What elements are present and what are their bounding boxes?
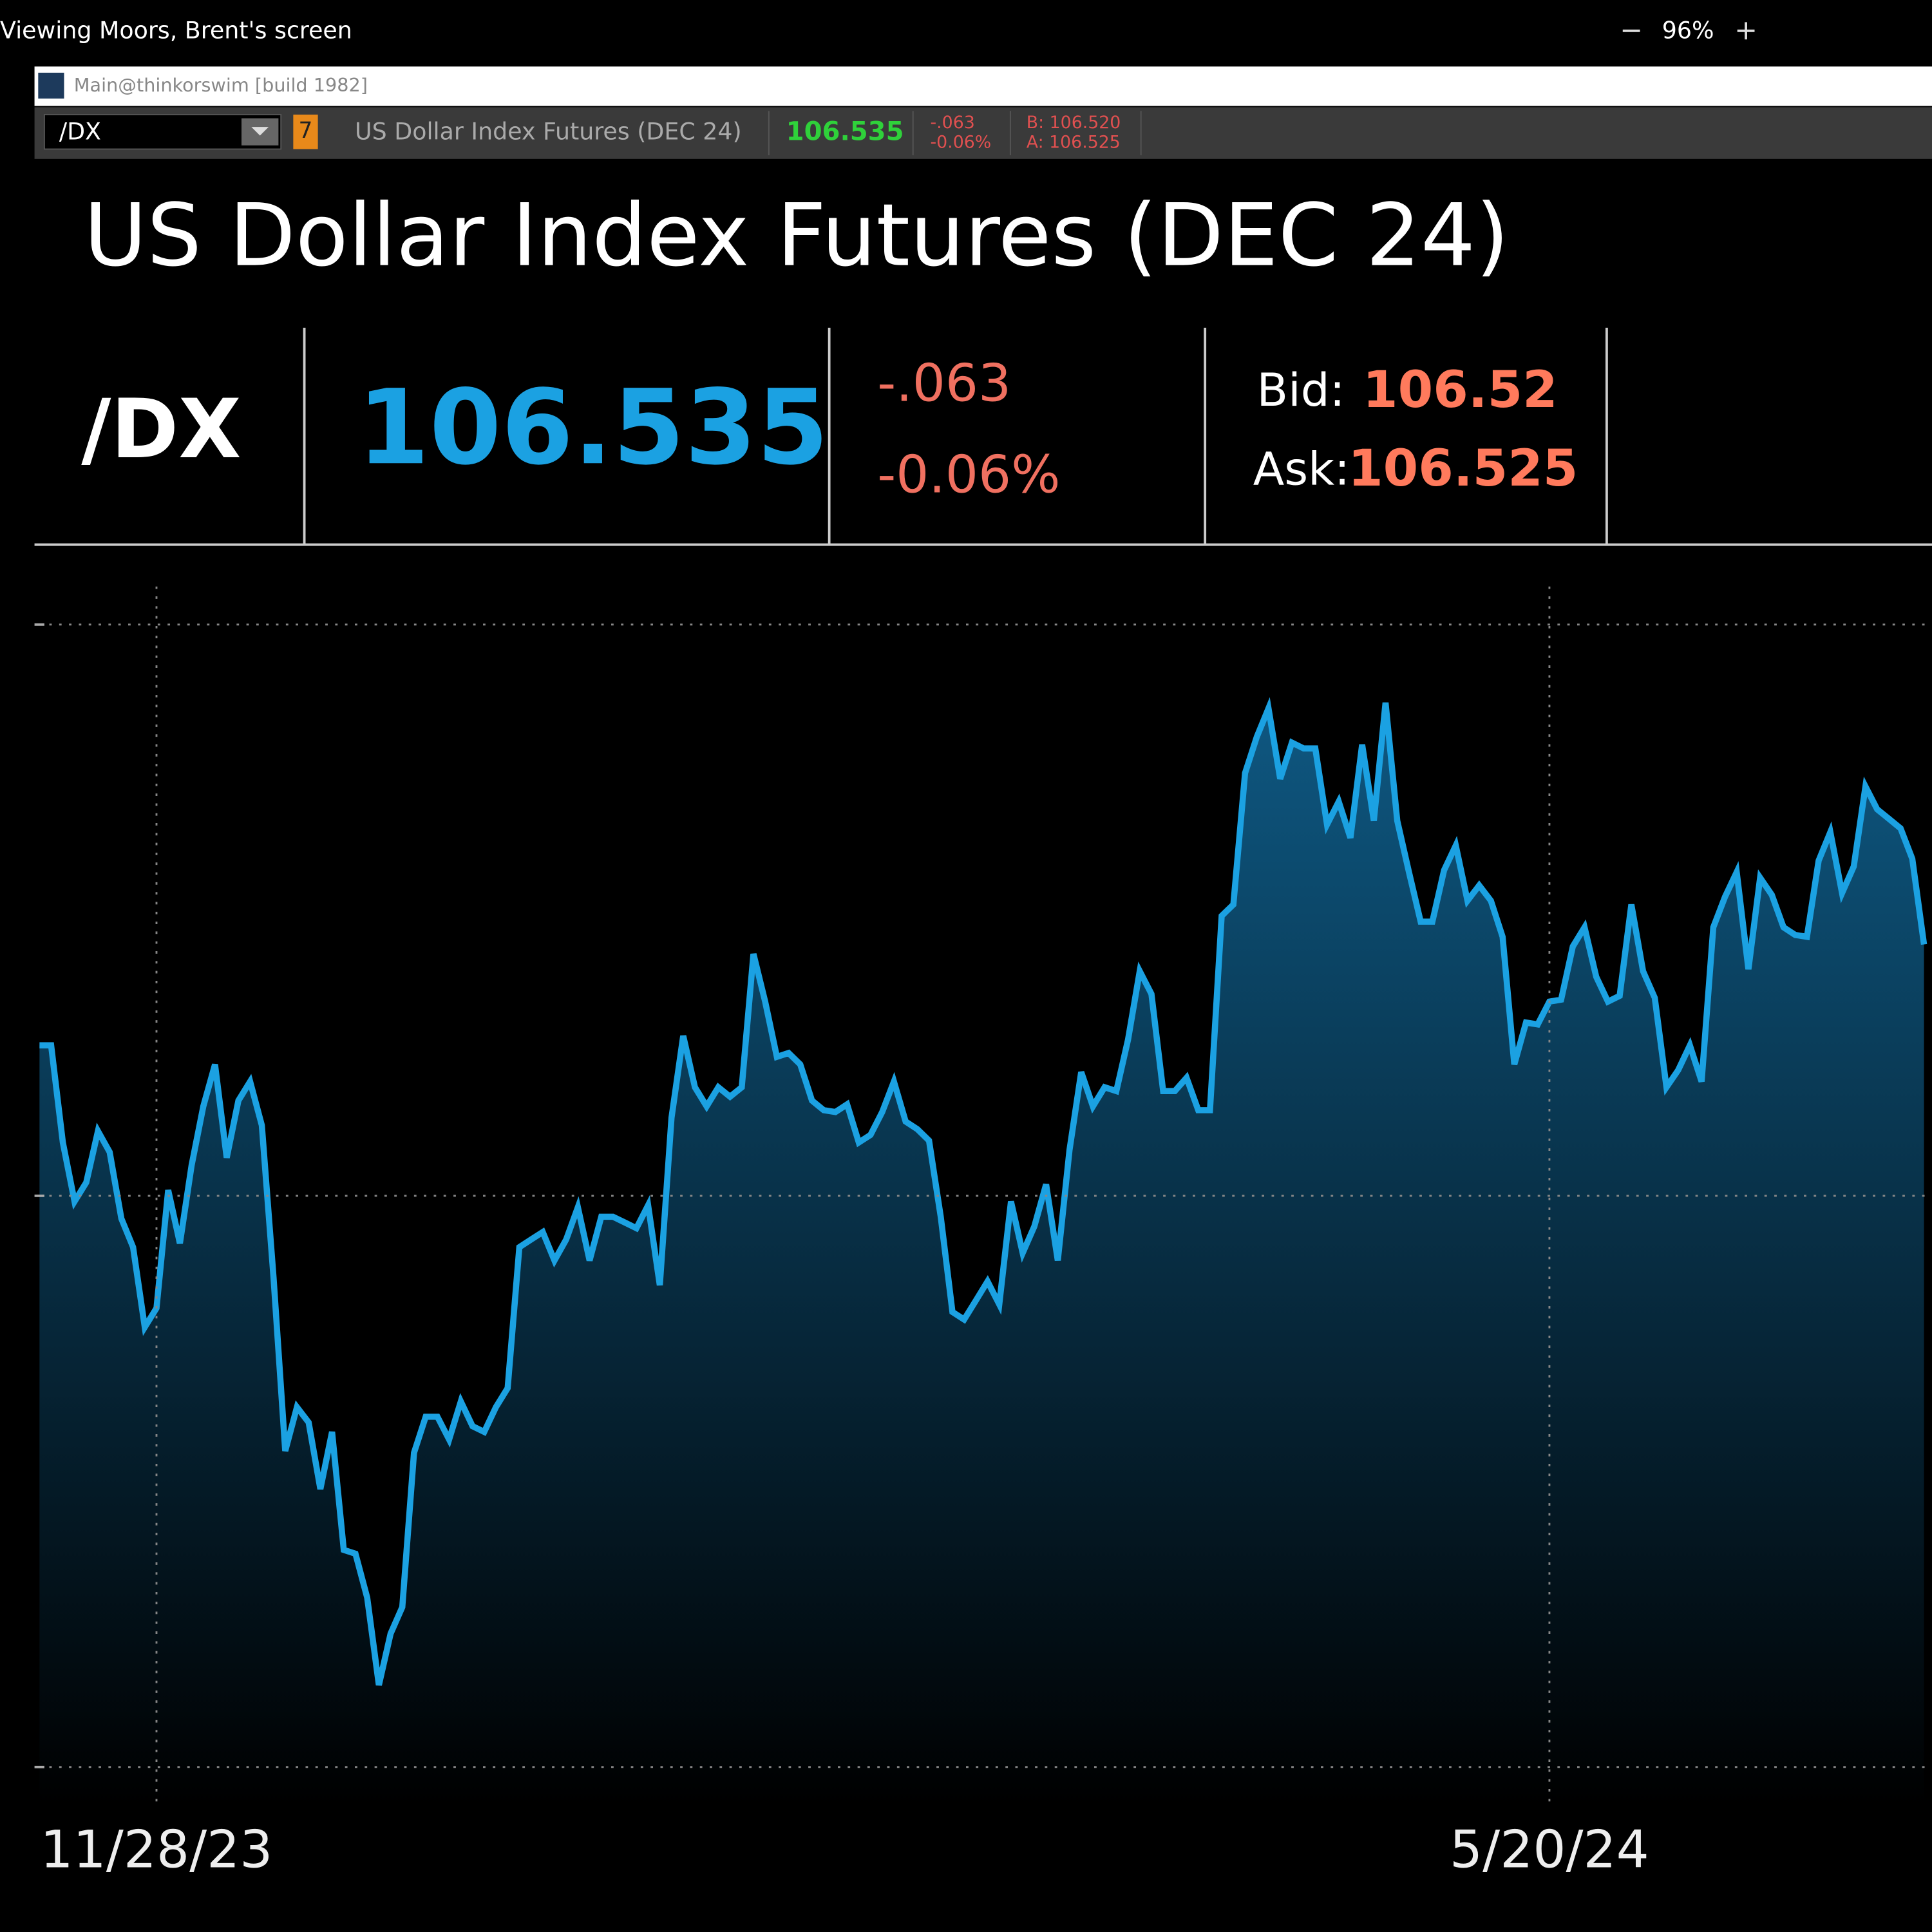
toolbar-ask: A: 106.525 [1027, 132, 1121, 152]
bid-label: Bid: [1257, 363, 1345, 417]
app-icon [38, 72, 64, 99]
toolbar-symbol: /DX [59, 118, 101, 146]
zoom-in[interactable] [1737, 22, 1755, 40]
quote-change-pct: -0.06% [877, 444, 1060, 504]
viewer-caption: Viewing Moors, Brent's screen [0, 17, 352, 44]
toolbar-bid: B: 106.520 [1027, 113, 1121, 133]
area-fill [39, 703, 1924, 1805]
x-tick-label: 5/20/24 [1450, 1819, 1649, 1880]
window-titlebar [34, 66, 1932, 106]
ask-value: 106.525 [1348, 439, 1578, 498]
zoom-level: 96% [1662, 17, 1714, 44]
toolbar-change-pct: -0.06% [931, 132, 992, 152]
link-badge[interactable] [293, 114, 318, 149]
quote-change: -.063 [877, 353, 1011, 413]
x-tick-label: 11/28/23 [41, 1819, 273, 1880]
chart-title: US Dollar Index Futures (DEC 24) [84, 185, 1509, 286]
ask-label: Ask: [1253, 442, 1350, 495]
toolbar-description: US Dollar Index Futures (DEC 24) [355, 118, 742, 146]
badge-text: 7 [299, 118, 313, 144]
bid-value: 106.52 [1363, 361, 1558, 419]
plot [39, 697, 1927, 1805]
window-title: Main@thinkorswim [build 1982] [74, 74, 368, 96]
toolbar [34, 107, 1932, 159]
price-line [39, 697, 1927, 1686]
quote-symbol: /DX [81, 382, 241, 477]
toolbar-last: 106.535 [786, 117, 904, 147]
quote-last: 106.535 [357, 367, 829, 488]
dropdown-arrow [251, 127, 269, 136]
toolbar-change: -.063 [931, 113, 975, 133]
